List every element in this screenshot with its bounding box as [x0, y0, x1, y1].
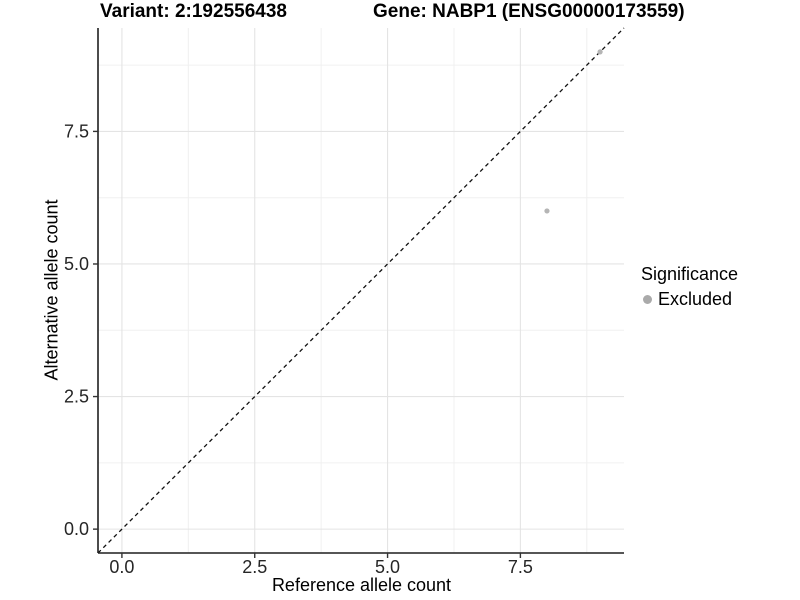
- data-point-excluded: [597, 49, 603, 55]
- gene-title: Gene: NABP1 (ENSG00000173559): [373, 1, 685, 22]
- legend-title: Significance: [641, 264, 739, 284]
- excluded-point-icon: [643, 295, 652, 304]
- legend-item-excluded: Excluded: [641, 289, 738, 310]
- variant-title: Variant: 2:192556438: [100, 1, 287, 22]
- x-tick-label: 2.5: [242, 557, 267, 577]
- y-tick-label: 0.0: [64, 519, 89, 539]
- legend: Significance Excluded: [641, 264, 738, 310]
- data-point-excluded: [544, 208, 550, 214]
- y-axis-title: Alternative allele count: [41, 199, 62, 381]
- identity-dashed-line: [97, 27, 625, 554]
- x-tick-label: 0.0: [109, 557, 134, 577]
- legend-item-label: Excluded: [658, 289, 733, 309]
- y-tick-label: 7.5: [64, 121, 89, 141]
- y-tick-label: 2.5: [64, 387, 89, 407]
- y-tick-label: 5.0: [64, 254, 89, 274]
- x-tick-label: 7.5: [508, 557, 533, 577]
- x-axis-title: Reference allele count: [271, 575, 452, 595]
- x-tick-label: 5.0: [375, 557, 400, 577]
